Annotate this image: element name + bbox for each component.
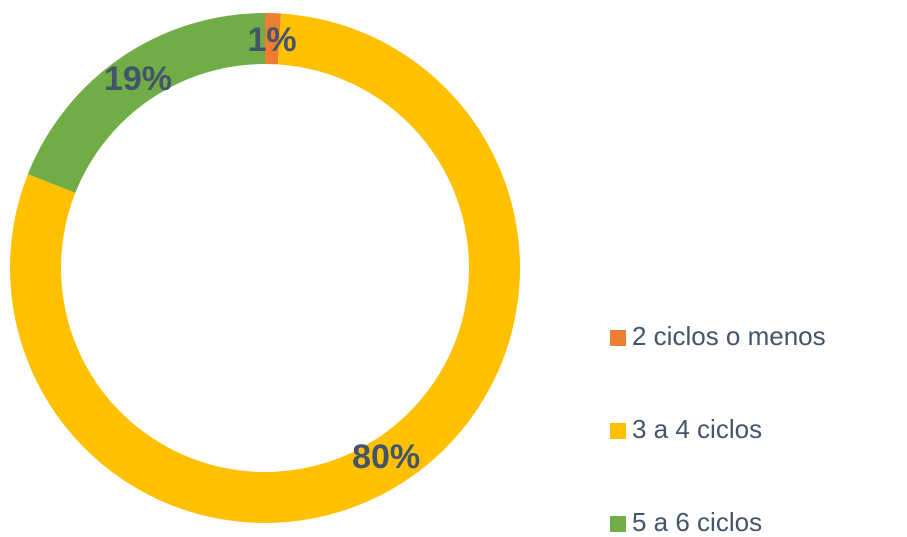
- legend-label: 5 a 6 ciclos: [632, 507, 762, 537]
- legend-label: 3 a 4 ciclos: [632, 414, 762, 444]
- legend-swatch: [610, 330, 626, 346]
- donut-slice: [265, 13, 282, 65]
- data-label: 19%: [104, 60, 172, 98]
- legend-swatch: [610, 516, 626, 532]
- legend-swatch: [610, 423, 626, 439]
- data-label: 80%: [352, 438, 420, 476]
- donut-slice: [27, 13, 265, 193]
- legend-label: 2 ciclos o menos: [632, 321, 826, 351]
- data-label: 1%: [248, 21, 297, 59]
